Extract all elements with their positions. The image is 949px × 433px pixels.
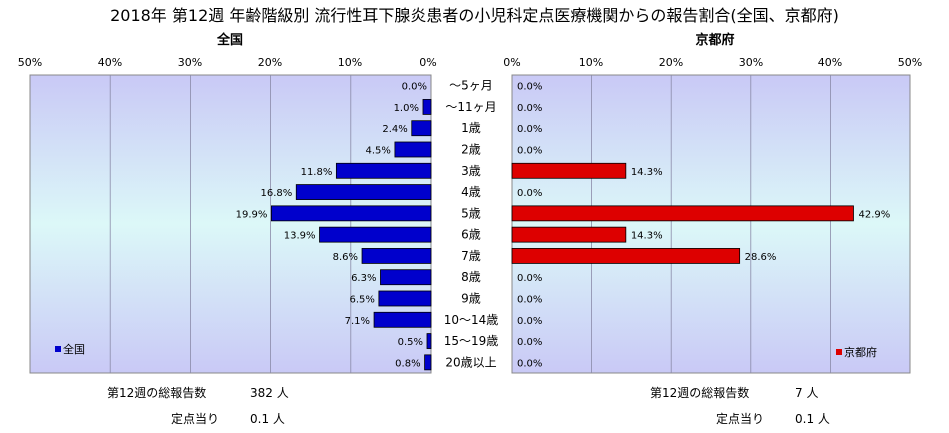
- bar-label-national: 11.8%: [301, 167, 333, 178]
- bar-label-kyoto: 0.0%: [517, 188, 542, 199]
- bar-national: [378, 290, 432, 307]
- bar-label-national: 16.8%: [260, 188, 292, 199]
- category-label: 8歳: [461, 270, 481, 284]
- left-axis-ticks: 50% 40% 30% 20% 10% 0%: [18, 56, 437, 69]
- left-total-value: 382 人: [250, 386, 289, 400]
- left-tick-label: 30%: [178, 56, 202, 69]
- bar-label-national: 13.9%: [284, 231, 316, 242]
- left-legend-label: 全国: [63, 342, 85, 356]
- right-tick-label: 10%: [579, 56, 603, 69]
- bar-national: [426, 333, 432, 349]
- left-per-label: 定点当り: [171, 411, 219, 426]
- bar-label-national: 7.1%: [345, 316, 370, 327]
- right-legend-label: 京都府: [844, 345, 877, 359]
- bar-national: [380, 269, 432, 286]
- right-plot-area: [511, 74, 911, 374]
- bar-label-kyoto: 0.0%: [517, 103, 542, 114]
- left-legend-swatch: [55, 346, 61, 352]
- right-tick-label: 20%: [659, 56, 683, 69]
- right-axis-ticks: 0% 10% 20% 30% 40% 50%: [503, 56, 922, 69]
- bar-label-kyoto: 14.3%: [631, 231, 663, 242]
- left-legend: 全国: [55, 342, 85, 356]
- bar-label-national: 1.0%: [394, 103, 419, 114]
- right-footer: 第12週の総報告数 7 人 定点当り 0.1 人: [650, 385, 830, 426]
- chart-title: 2018年 第12週 年齢階級別 流行性耳下腺炎患者の小児科定点医療機関からの報…: [110, 6, 839, 25]
- right-total-value: 7 人: [795, 386, 818, 400]
- left-footer: 第12週の総報告数 382 人 定点当り 0.1 人: [107, 385, 289, 426]
- bar-national: [271, 205, 432, 222]
- right-tick-label: 0%: [503, 56, 520, 69]
- bar-label-national: 19.9%: [236, 209, 268, 220]
- category-label: 4歳: [461, 185, 481, 199]
- bar-label-national: 6.5%: [349, 295, 374, 306]
- right-panel-title: 京都府: [695, 32, 734, 48]
- bar-national: [411, 120, 432, 137]
- left-tick-label: 20%: [258, 56, 282, 69]
- right-tick-label: 40%: [818, 56, 842, 69]
- left-tick-label: 50%: [18, 56, 42, 69]
- left-tick-label: 0%: [419, 56, 436, 69]
- bar-kyoto: [511, 226, 627, 243]
- category-label: 10～14歳: [444, 313, 499, 327]
- bars: [271, 99, 854, 371]
- category-label: 7歳: [461, 249, 481, 263]
- bar-label-kyoto: 0.0%: [517, 337, 542, 348]
- bar-label-kyoto: 42.9%: [858, 209, 890, 220]
- category-label: 6歳: [461, 228, 481, 242]
- bar-label-kyoto: 0.0%: [517, 273, 542, 284]
- right-tick-label: 50%: [898, 56, 922, 69]
- bar-kyoto: [511, 248, 741, 264]
- bar-national: [319, 226, 432, 243]
- bar-national: [295, 184, 432, 200]
- left-panel-title: 全国: [216, 32, 243, 48]
- bar-kyoto: [511, 205, 854, 222]
- right-per-value: 0.1 人: [795, 412, 830, 426]
- category-label: 5歳: [461, 206, 481, 220]
- category-label: ～5ヶ月: [449, 79, 493, 93]
- bar-label-national: 2.4%: [382, 124, 407, 135]
- left-plot-area: [29, 74, 432, 374]
- bar-label-national: 0.5%: [398, 337, 423, 348]
- bar-national: [394, 141, 432, 158]
- category-labels: ～5ヶ月 ～11ヶ月 1歳 2歳 3歳 4歳 5歳 6歳 7歳 8歳 9歳 10～14歳 15～19歳 2…: [444, 79, 499, 370]
- bar-label-national: 6.3%: [351, 273, 376, 284]
- bar-national: [422, 99, 432, 115]
- bar-label-national: 0.8%: [395, 358, 420, 369]
- category-label: ～11ヶ月: [445, 100, 496, 114]
- value-labels: 0.0% 0.0% 1.0% 0.0% 2.4% 0.0% 4.5% 0.0% 11.8% 14.…: [236, 82, 891, 370]
- bar-national: [373, 311, 432, 328]
- bar-national: [361, 248, 432, 264]
- category-label: 9歳: [461, 292, 481, 306]
- right-tick-label: 30%: [739, 56, 763, 69]
- category-label: 2歳: [461, 143, 481, 157]
- left-tick-label: 10%: [338, 56, 362, 69]
- bar-label-kyoto: 0.0%: [517, 82, 542, 93]
- category-label: 20歳以上: [445, 355, 496, 369]
- category-label: 3歳: [461, 164, 481, 178]
- bar-label-national: 8.6%: [333, 252, 358, 263]
- bar-label-kyoto: 28.6%: [745, 252, 777, 263]
- left-tick-label: 40%: [98, 56, 122, 69]
- right-legend: 京都府: [836, 345, 877, 359]
- right-total-label: 第12週の総報告数: [650, 385, 749, 400]
- right-per-label: 定点当り: [716, 411, 764, 426]
- right-legend-swatch: [836, 349, 842, 355]
- bar-label-kyoto: 0.0%: [517, 295, 542, 306]
- left-total-label: 第12週の総報告数: [107, 385, 206, 400]
- bar-national: [335, 162, 432, 179]
- category-label: 1歳: [461, 121, 481, 135]
- bar-label-kyoto: 0.0%: [517, 124, 542, 135]
- bar-kyoto: [511, 162, 627, 179]
- bar-label-kyoto: 0.0%: [517, 316, 542, 327]
- bar-label-kyoto: 0.0%: [517, 358, 542, 369]
- bar-label-kyoto: 14.3%: [631, 167, 663, 178]
- bar-national: [424, 354, 432, 371]
- bar-label-national: 4.5%: [366, 146, 391, 157]
- bar-label-national: 0.0%: [402, 82, 427, 93]
- left-per-value: 0.1 人: [250, 412, 285, 426]
- grid-lines: [109, 75, 831, 373]
- category-label: 15～19歳: [444, 334, 499, 348]
- bar-label-kyoto: 0.0%: [517, 146, 542, 157]
